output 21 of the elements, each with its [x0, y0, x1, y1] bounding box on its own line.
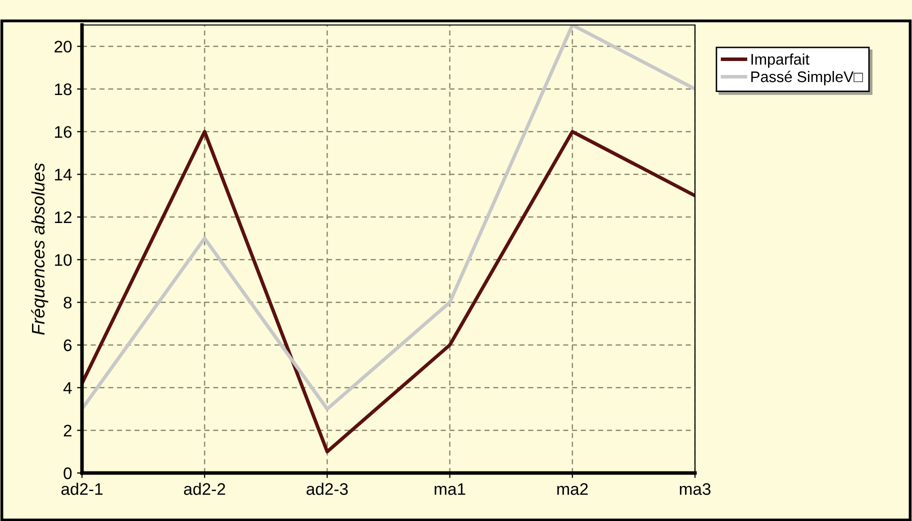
y-tick-label: 14	[55, 168, 72, 180]
y-tick-label: 20	[54, 40, 72, 53]
y-tick-label: 18	[55, 83, 72, 96]
y-tick-label: 0	[64, 467, 72, 480]
x-tick-label: ad2-1	[61, 482, 102, 495]
y-tick-label: 16	[55, 126, 72, 138]
x-tick-label: ad2-3	[306, 482, 348, 495]
y-tick-label: 10	[55, 254, 72, 266]
line-series	[82, 130, 695, 454]
y-tick-label: 12	[55, 211, 72, 224]
legend-label: Imparfait	[751, 54, 810, 68]
y-axis-title: Fréquences absolues	[31, 163, 48, 335]
y-tick-label: 4	[63, 382, 72, 394]
x-tick-label: ma3	[680, 483, 710, 495]
x-tick-label: ma1	[434, 483, 466, 495]
y-tick-label: 8	[64, 296, 72, 309]
x-tick-label: ad2-2	[184, 482, 226, 495]
x-tick-label: ma2	[557, 483, 588, 495]
legend-label: Passé SimpleV□	[751, 70, 863, 86]
y-tick-label: 2	[64, 424, 72, 436]
y-tick-label: 6	[64, 339, 72, 352]
